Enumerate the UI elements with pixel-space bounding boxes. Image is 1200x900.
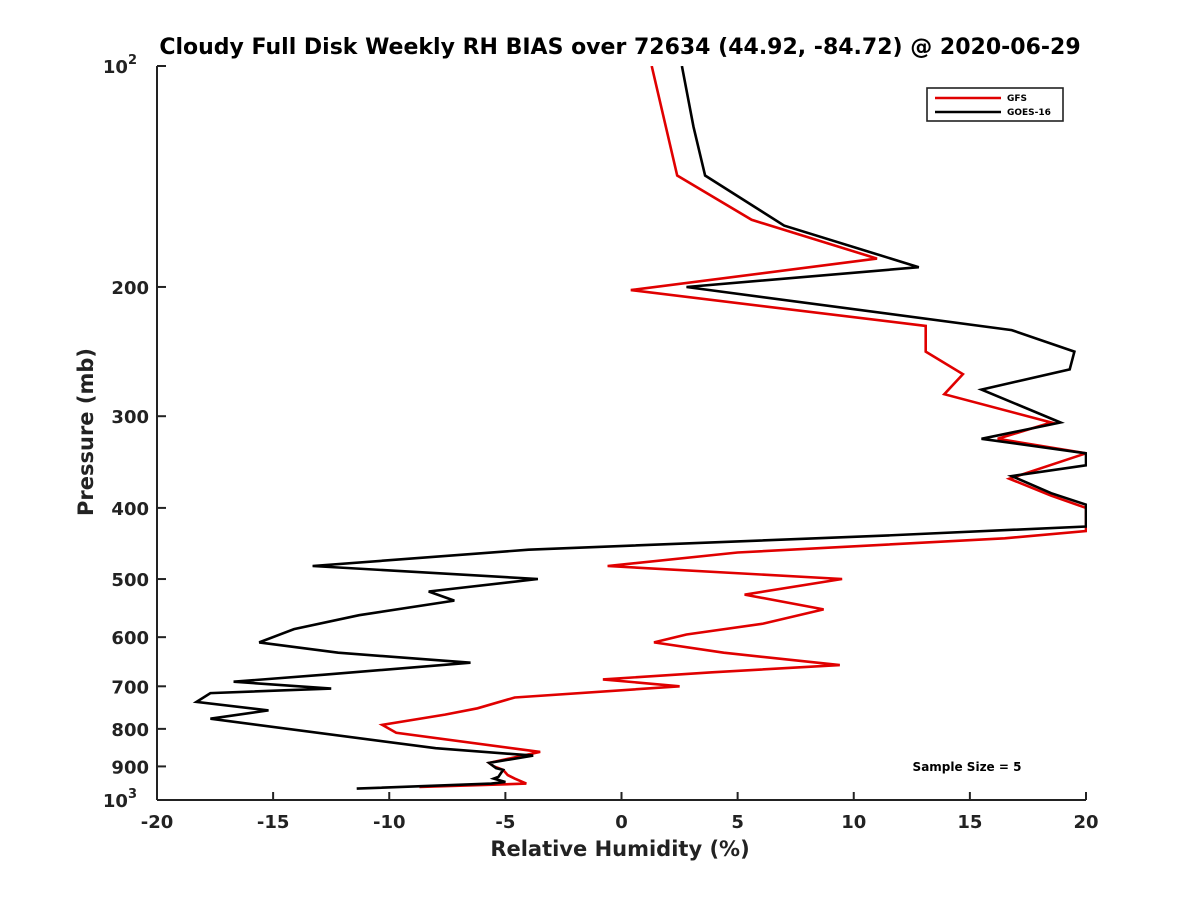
y-tick-label: 600: [111, 628, 149, 649]
chart-title: Cloudy Full Disk Weekly RH BIAS over 726…: [159, 35, 1080, 60]
y-tick-label: 500: [111, 570, 149, 591]
legend-label-gfs: GFS: [1007, 94, 1027, 104]
x-tick-label: 0: [615, 812, 628, 833]
x-tick-label: -20: [141, 812, 174, 833]
y-tick-label: 700: [111, 677, 149, 698]
sample-size-annotation: Sample Size = 5: [913, 760, 1022, 774]
y-tick-label: 200: [111, 278, 149, 299]
legend-label-goes-16: GOES-16: [1007, 108, 1051, 118]
x-tick-label: 20: [1073, 812, 1098, 833]
y-tick-label: 300: [111, 407, 149, 428]
legend-box: [926, 87, 1064, 122]
x-axis-label: Relative Humidity (%): [490, 837, 749, 861]
plot-area: -20 -15 -10 -5 0 5 10 15 20 103 900 800 700 600 500 400…: [103, 53, 1099, 833]
x-tick-label: -15: [257, 812, 290, 833]
y-tick-label: 800: [111, 720, 149, 741]
y-tick-label: 900: [111, 757, 149, 778]
x-tick-label: 15: [957, 812, 982, 833]
series-line-gfs: [378, 66, 1087, 789]
x-tick-label: 5: [731, 812, 744, 833]
y-tick-label: 102: [103, 53, 137, 78]
y-tick-label: 400: [111, 499, 149, 520]
series-line-goes-16: [192, 66, 1087, 790]
y-axis-label: Pressure (mb): [74, 348, 98, 516]
x-tick-label: -5: [495, 812, 515, 833]
x-tick-label: 10: [841, 812, 866, 833]
x-tick-label: -10: [373, 812, 406, 833]
y-tick-label: 103: [103, 787, 137, 812]
